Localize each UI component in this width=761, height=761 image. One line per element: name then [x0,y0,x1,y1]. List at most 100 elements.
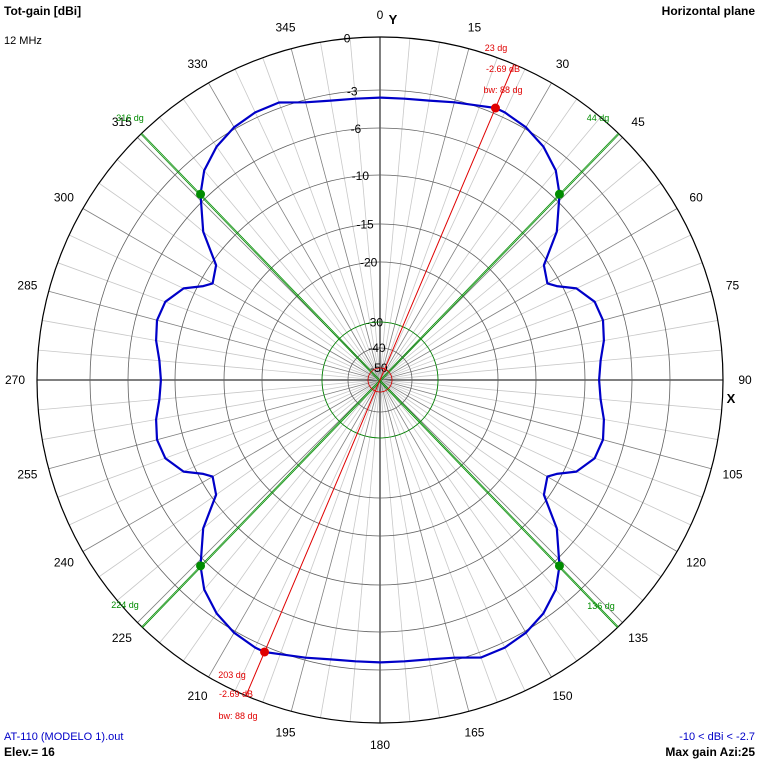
grid-spoke [379,379,644,601]
max-gain-ring [367,367,393,393]
beamwidth-angle-label: 224 dg [111,600,139,610]
grid-spoke [379,116,601,381]
azimuth-tick-label: 105 [723,467,743,481]
grid-spoke [48,379,381,470]
grid-spoke [379,182,662,381]
azimuth-tick-label: 285 [17,279,37,293]
grid-spoke [379,42,440,381]
grid-spoke [48,290,381,381]
file-name: AT-110 (MODELO 1).out [4,731,124,743]
grid-spoke [38,379,381,411]
azimuth-tick-label: 120 [686,556,706,570]
grid-spoke [379,379,440,718]
max-gain-marker [490,103,500,113]
radial-tick-label: 0 [344,32,351,46]
grid-spoke [379,379,712,470]
grid-ring [223,223,537,537]
azimuth-tick-label: 30 [556,57,570,71]
grid-spoke [379,349,722,381]
radial-tick-label: -3 [347,84,358,98]
grid-ring [347,347,413,413]
grid-spoke [379,379,498,703]
azimuth-tick-label: 150 [552,689,572,703]
max-gain-angle-label: 23 dg [485,43,508,53]
grid-ring [261,261,499,499]
azimuth-tick-label: 0 [377,8,384,22]
grid-spoke [290,379,381,712]
grid-spoke [349,38,381,381]
grid-spoke [379,379,552,678]
pattern-markers [196,103,564,657]
plane-label: Horizontal plane [661,4,755,18]
grid-spoke [116,379,381,601]
azimuth-tick-label: 135 [628,631,648,645]
grid-spoke [208,379,381,678]
grid-spoke [379,82,552,381]
grid-ring [89,89,671,671]
grid-spoke [379,290,712,381]
grid-spoke [379,262,703,381]
grid-spoke [379,57,498,381]
grid-spoke [349,379,381,722]
azimuth-tick-label: 180 [370,738,390,752]
max-gain-value-label: -2.69 dB [219,689,253,699]
max-gain-label: Max gain Azi:25 [665,745,755,759]
beamwidth-marker [196,189,206,199]
azimuth-tick-label: 75 [726,279,740,293]
grid-ring [127,127,633,633]
max-gain-line [245,64,515,696]
y-axis-label: Y [389,12,398,27]
grid-spoke [68,379,381,526]
grid-spoke [379,159,644,381]
azimuth-tick-label: 195 [276,726,296,740]
gain-pattern [155,96,605,664]
grid-spoke [379,320,718,381]
grid-spoke [379,379,411,722]
beamwidth-ring [321,321,439,439]
grid-spoke [379,379,526,692]
frequency-label: 12 MHz [4,35,42,47]
azimuth-tick-label: 315 [112,115,132,129]
grid-spoke [379,208,678,381]
grid-spoke [57,379,381,498]
radial-tick-label: -6 [351,122,362,136]
azimuth-tick-label: 240 [54,556,74,570]
max-gain-value-label: -2.69 dB [486,64,520,74]
radial-tick-label: -20 [360,256,378,270]
azimuth-tick-label: 45 [631,115,645,129]
azimuth-tick-label: 300 [54,191,74,205]
grid-spoke [159,379,381,644]
grid-spoke [234,68,381,381]
azimuth-tick-label: 90 [738,373,752,387]
polar-grid [36,36,724,724]
max-gain-marker [260,647,270,657]
azimuth-tick-label: 270 [5,373,25,387]
grid-spoke [379,379,692,526]
grid-spoke [379,68,526,381]
azimuth-tick-label: 15 [468,20,482,34]
grid-spoke [234,379,381,692]
radial-tick-labels: 0-3-6-10-15-20-30-40-50 [344,32,388,375]
grid-spoke [379,379,662,578]
grid-spoke [82,208,381,381]
grid-spoke [379,379,678,552]
grid-spoke [379,379,718,440]
grid-spoke [42,379,381,440]
chart-annotations: 23 dg -2.69 dB bw: 88 dg 203 dg -2.69 dB bw: … [111,43,615,721]
max-gain-bw-label: bw: 88 dg [483,85,522,95]
grid-ring [174,174,586,586]
grid-spoke [137,379,381,623]
beamwidth-angle-label: 136 dg [587,601,615,611]
radial-tick-label: -10 [352,169,370,183]
grid-spoke [57,262,381,381]
grid-spoke [42,320,381,381]
grid-spoke [379,379,470,712]
grid-ring [36,36,724,724]
max-gain-line [245,64,515,696]
grid-spoke [208,82,381,381]
gain-pattern-line [155,96,605,664]
radial-tick-label: -15 [356,218,374,232]
grid-spoke [379,379,623,623]
grid-spoke [379,48,470,381]
